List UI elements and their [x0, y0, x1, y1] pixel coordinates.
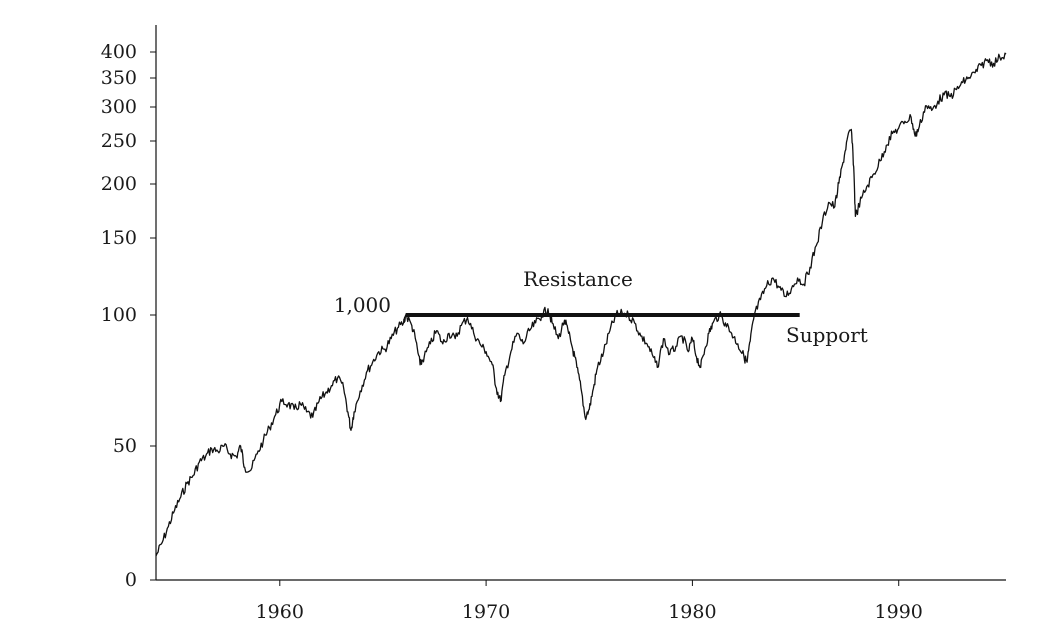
y-tick-label: 350 — [101, 67, 137, 89]
y-tick-label: 250 — [101, 130, 137, 152]
x-tick-label: 1970 — [462, 601, 510, 623]
y-tick-label: 200 — [101, 173, 137, 195]
annotation-layer: Resistance Support 1,000 — [334, 267, 868, 347]
y-tick-label: 300 — [101, 96, 137, 118]
series-layer — [155, 52, 1007, 557]
support-label: Support — [786, 323, 868, 347]
y-tick-label: 50 — [113, 435, 137, 457]
y-tick-label: 400 — [101, 41, 137, 63]
y-tick-label: 0 — [125, 569, 137, 591]
level-label: 1,000 — [334, 293, 391, 317]
x-tick-label: 1990 — [875, 601, 923, 623]
y-tick-label: 150 — [101, 227, 137, 249]
resistance-label: Resistance — [523, 267, 633, 291]
y-tick-label: 100 — [101, 304, 137, 326]
x-tick-label: 1960 — [256, 601, 304, 623]
price-line — [155, 52, 1007, 557]
x-axis: 1960 1970 1980 1990 — [256, 580, 923, 623]
y-axis: 0 50 100 150 200 250 300 350 400 — [101, 41, 156, 591]
plot-area — [155, 25, 1006, 581]
x-tick-label: 1980 — [668, 601, 716, 623]
